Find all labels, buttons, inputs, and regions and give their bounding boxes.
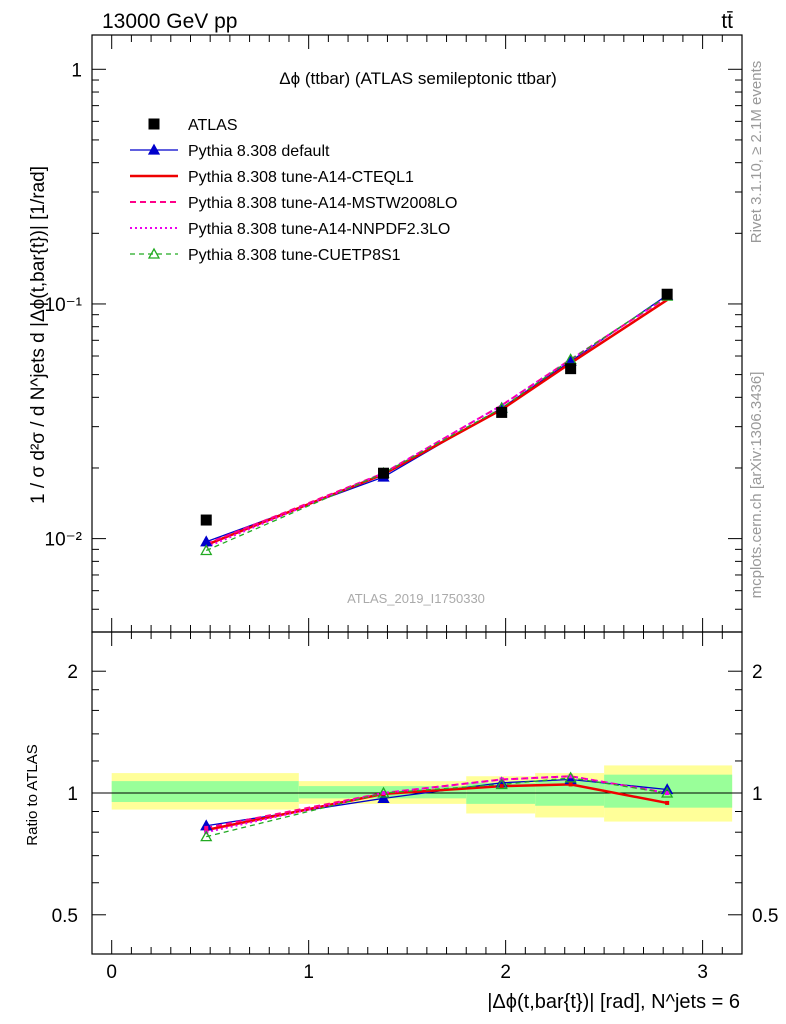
process-label: tt̄: [721, 10, 733, 33]
triangle-marker: [200, 544, 213, 556]
legend-label-4: Pythia 8.308 tune-CUETP8S1: [188, 247, 401, 264]
rivet-version-label: Rivet 3.1.10, ≥ 2.1M events: [748, 61, 765, 244]
y-tick-label: 1: [71, 60, 82, 81]
series-line-2: [205, 296, 668, 545]
triangle-marker: [200, 830, 213, 842]
series-line-3: [205, 296, 668, 549]
series-line-4: [205, 295, 668, 552]
ratio-point: [568, 782, 573, 787]
ratio-point: [204, 825, 209, 830]
ratio-y-tick-label-right: 0.5: [752, 906, 778, 927]
x-tick-label: 2: [500, 962, 511, 983]
axis-ticks: [92, 35, 742, 954]
triangle-marker: [661, 786, 674, 798]
series-markers: [200, 288, 674, 842]
x-axis-label: |Δϕ(t,bar{t})| [rad], N^jets = 6: [487, 991, 740, 1013]
ratio-point: [665, 800, 670, 805]
ratio-y-axis-label: Ratio to ATLAS: [24, 744, 41, 845]
ratio-point: [204, 828, 209, 833]
legend-atlas-marker: [148, 118, 160, 130]
atlas-data-point: [496, 406, 508, 418]
y-tick-label: 10⁻¹: [45, 295, 83, 316]
legend-atlas-label: ATLAS: [188, 117, 238, 134]
analysis-watermark: ATLAS_2019_I1750330: [347, 591, 485, 606]
triangle-marker: [377, 786, 390, 798]
ratio-point: [568, 774, 573, 779]
series-lines: [205, 294, 668, 838]
x-tick-label: 1: [303, 962, 314, 983]
series-line-0: [206, 294, 668, 543]
legend-label-1: Pythia 8.308 tune-A14-CTEQL1: [188, 169, 414, 186]
x-tick-label: 3: [697, 962, 708, 983]
legend-label-3: Pythia 8.308 tune-A14-NNPDF2.3LO: [188, 221, 450, 238]
band-green: [111, 781, 299, 803]
y-tick-label: 10⁻²: [45, 530, 83, 551]
ratio-y-tick-label: 2: [67, 662, 78, 683]
ratio-point: [381, 791, 386, 795]
ratio-y-tick-label: 1: [67, 784, 78, 805]
ratio-point: [665, 791, 670, 795]
energy-label: 13000 GeV pp: [102, 10, 237, 33]
atlas-data-point: [378, 467, 390, 479]
legend: ATLAS Pythia 8.308 default Pythia 8.308 tu…: [130, 117, 457, 264]
plot-title: Δϕ (ttbar) (ATLAS semileptonic ttbar): [279, 69, 557, 88]
ratio-y-tick-label-right: 1: [752, 784, 763, 805]
series-line-1: [205, 298, 668, 547]
atlas-data-point: [661, 288, 673, 300]
legend-label-0: Pythia 8.308 default: [188, 143, 330, 160]
triangle-marker: [147, 143, 161, 155]
triangle-marker: [495, 778, 508, 790]
legend-label-2: Pythia 8.308 tune-A14-MSTW2008LO: [188, 195, 457, 212]
ratio-y-tick-label-right: 2: [752, 662, 763, 683]
triangle-marker: [377, 792, 390, 804]
ratio-point: [499, 784, 504, 789]
axis-tick-labels: 0 1 2 3 1 10⁻¹ 10⁻² 0.5 0.5 1 1 2 2: [45, 60, 779, 983]
ratio-y-tick-label: 0.5: [52, 906, 78, 927]
atlas-data-point: [200, 514, 212, 526]
main-y-axis-label: 1 / σ d²σ / d N^jets d |Δϕ(t,bar{t})| [1…: [28, 166, 49, 504]
triangle-marker: [564, 771, 577, 783]
x-tick-label: 0: [106, 962, 117, 983]
mcplots-label: mcplots.cern.ch [arXiv:1306.3436]: [748, 372, 765, 599]
atlas-data-point: [565, 363, 577, 375]
ratio-line-2: [206, 775, 668, 829]
triangle-marker: [147, 247, 161, 259]
